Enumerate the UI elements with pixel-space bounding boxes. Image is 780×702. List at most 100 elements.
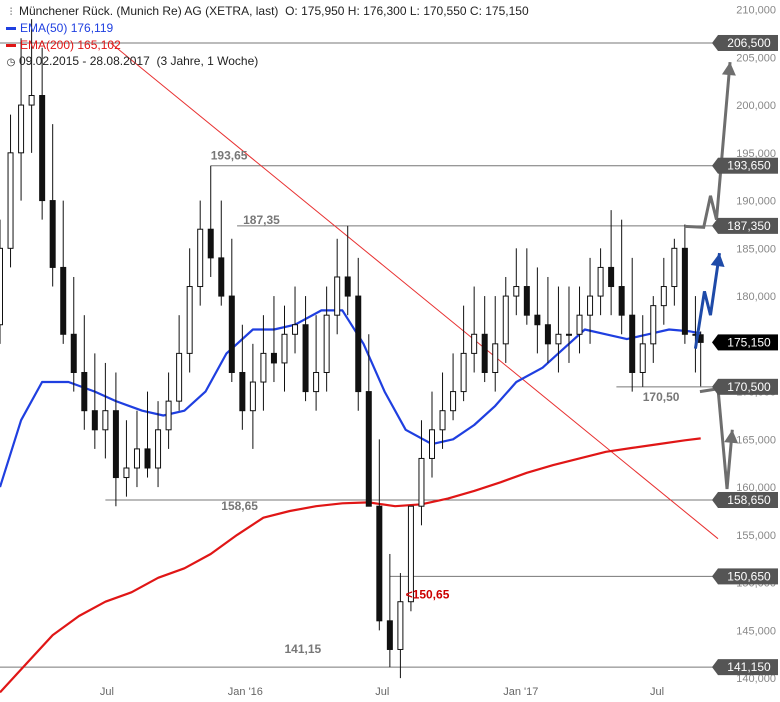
- ema50-swatch: [6, 27, 16, 31]
- ema50-label: EMA(50): [20, 21, 68, 35]
- level-annotation: 170,50: [643, 390, 680, 404]
- y-tick-label: 155,000: [736, 530, 776, 542]
- candle-body: [565, 333, 572, 336]
- y-tick-label: 210,000: [736, 5, 776, 17]
- x-tick-label: Jul: [650, 686, 664, 698]
- level-badge-bg: [718, 491, 778, 508]
- ema200-group: [0, 437, 701, 694]
- level-annotation: <150,65: [406, 587, 450, 601]
- chart-title: Münchener Rück. (Munich Re) AG (XETRA, l…: [19, 4, 279, 18]
- candle-body: [292, 324, 299, 335]
- candle-body: [165, 400, 172, 431]
- candle-body: [228, 295, 235, 373]
- level-annotation: 187,35: [243, 213, 280, 227]
- candle-body: [544, 324, 551, 345]
- level-badge-pointer: [712, 217, 718, 234]
- candle-body: [576, 314, 583, 335]
- clock-icon: ◷: [6, 57, 16, 68]
- scenario-arrow-line: [693, 252, 721, 349]
- level-annotation: 158,65: [221, 499, 258, 513]
- x-tick-label: Jan '17: [503, 686, 538, 698]
- last-price-badge-pointer: [712, 334, 718, 351]
- period-note: (3 Jahre, 1 Woche): [156, 54, 259, 68]
- y-tick-label: 180,000: [736, 291, 776, 303]
- level-annotation: 193,65: [211, 149, 248, 163]
- candle-body: [618, 286, 625, 316]
- candle-body: [260, 352, 267, 383]
- candle-body: [249, 381, 256, 412]
- legend-ema200[interactable]: EMA(200) 165,102: [6, 38, 121, 52]
- candle-body: [207, 228, 214, 259]
- candle-body: [639, 343, 646, 373]
- candle-body: [7, 152, 14, 249]
- scenario-arrows: [684, 61, 739, 490]
- candle-body: [197, 228, 204, 288]
- level-badge-pointer: [712, 568, 718, 585]
- candle-body: [534, 314, 541, 326]
- period-range: 09.02.2015 - 28.08.2017: [19, 54, 150, 68]
- candle-body: [555, 333, 562, 345]
- level-badge-pointer: [712, 659, 718, 676]
- level-badge-label: 158,650: [727, 493, 771, 507]
- candle-body: [460, 352, 467, 393]
- candle-body: [450, 391, 457, 412]
- candle-body: [91, 410, 98, 431]
- last-price-badge-bg: [718, 334, 778, 351]
- candle-body: [502, 295, 509, 345]
- candle-body: [313, 371, 320, 393]
- trendline-group: [110, 42, 719, 540]
- candle-body: [155, 429, 162, 469]
- scenario-arrow-line: [699, 386, 734, 490]
- legend-ema50[interactable]: EMA(50) 176,119: [6, 21, 113, 35]
- ema200-swatch: [6, 44, 16, 48]
- scenario-arrow-line: [684, 61, 732, 229]
- level-badge-bg: [718, 659, 778, 676]
- ema50-line: [0, 309, 701, 488]
- candle-body: [429, 429, 436, 459]
- candle-body: [123, 467, 130, 479]
- candle-body: [365, 391, 372, 507]
- ema200-line: [0, 437, 701, 694]
- level-badge-label: 150,650: [727, 569, 771, 583]
- candle-body: [660, 286, 667, 307]
- candle-body: [513, 286, 520, 297]
- candle-body: [334, 276, 341, 316]
- candle-body: [492, 343, 499, 373]
- level-badge-label: 206,500: [727, 36, 771, 50]
- ema50-value: 176,119: [70, 21, 114, 35]
- scenario-arrowhead: [710, 253, 725, 267]
- level-badge-bg: [718, 157, 778, 174]
- candle-body: [407, 505, 414, 603]
- y-tick-label: 205,000: [736, 52, 776, 64]
- candlestick-icon: ⫶: [9, 7, 13, 18]
- price-badges: 206,500 193,650 187,350 170,500 158,650 150,6…: [712, 34, 778, 676]
- candles-group: [0, 19, 704, 679]
- scenario-arrowhead: [721, 62, 736, 76]
- level-annotations: 193,65 187,35 170,50 158,65 <150,65 141,15: [211, 149, 680, 656]
- level-badge-pointer: [712, 34, 718, 51]
- candle-body: [102, 410, 109, 431]
- candle-body: [60, 266, 67, 335]
- level-badge-label: 193,650: [727, 159, 771, 173]
- level-badge-bg: [718, 217, 778, 234]
- y-tick-label: 195,000: [736, 148, 776, 160]
- candle-body: [344, 276, 351, 297]
- period-row: ◷ 09.02.2015 - 28.08.2017 (3 Jahre, 1 Woc…: [6, 54, 259, 68]
- last-price-badge-label: 175,150: [727, 335, 771, 349]
- candle-body: [176, 352, 183, 402]
- x-tick-label: Jan '16: [228, 686, 263, 698]
- y-tick-label: 145,000: [736, 625, 776, 637]
- level-badge-pointer: [712, 378, 718, 395]
- candle-body: [355, 295, 362, 393]
- candle-body: [386, 620, 393, 650]
- scenario-arrowhead: [724, 429, 739, 444]
- candle-body: [218, 257, 225, 297]
- ema200-value: 165,102: [77, 38, 121, 52]
- candle-body: [439, 410, 446, 431]
- level-badge-pointer: [712, 491, 718, 508]
- candle-body: [239, 371, 246, 412]
- candle-body: [270, 352, 277, 364]
- candle-body: [481, 333, 488, 373]
- resistance-trendline: [110, 42, 719, 540]
